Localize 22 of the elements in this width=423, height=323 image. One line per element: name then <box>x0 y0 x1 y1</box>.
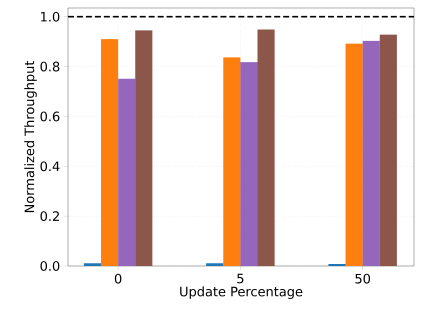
x-tick-label: 50 <box>355 274 370 284</box>
bar <box>223 57 240 266</box>
y-tick-label: 0.6 <box>40 112 60 122</box>
bar <box>84 263 102 266</box>
bar <box>362 40 380 266</box>
y-tick-label: 0.2 <box>40 211 59 222</box>
y-tick-label: 0.4 <box>40 161 60 172</box>
bar <box>118 78 136 266</box>
bar <box>206 263 224 266</box>
bar <box>258 29 275 266</box>
y-tick-label: 0.8 <box>40 62 60 72</box>
bar <box>101 39 118 266</box>
y-axis-title: Normalized Throughput <box>24 60 37 212</box>
x-axis-title: Update Percentage <box>180 286 302 299</box>
x-tick-label: 0 <box>114 274 122 284</box>
bar <box>135 30 152 266</box>
bar <box>346 44 363 266</box>
y-tick-label: 0.0 <box>40 261 60 271</box>
bar <box>240 62 258 266</box>
x-tick-label: 5 <box>237 274 244 284</box>
y-tick-label: 1.0 <box>41 12 60 22</box>
bar <box>380 34 397 266</box>
